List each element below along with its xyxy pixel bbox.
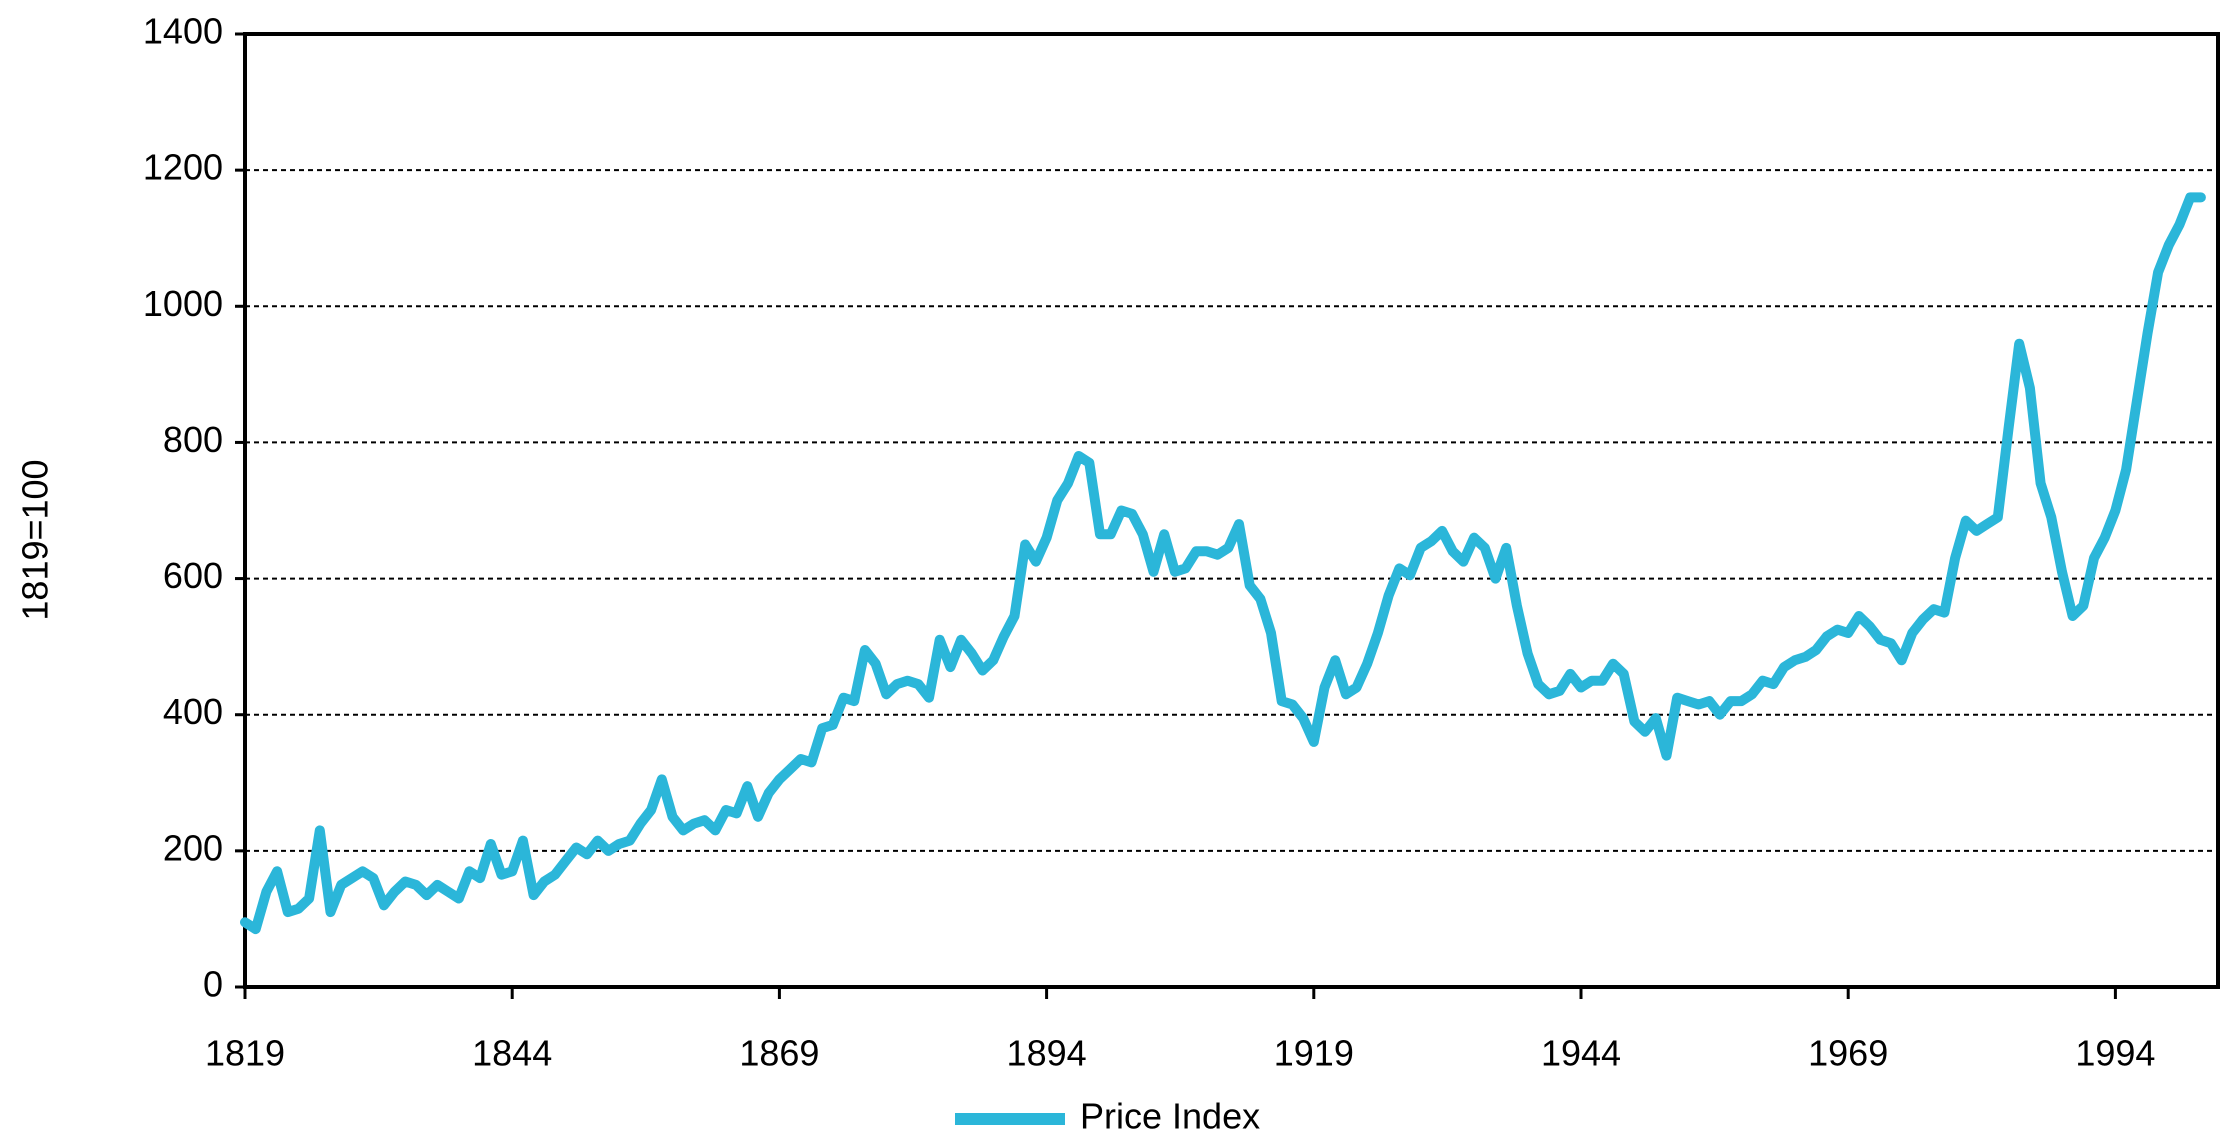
legend-label: Price Index [1080, 1096, 1260, 1137]
x-tick-label: 1819 [205, 1033, 285, 1074]
x-tick-label: 1994 [2075, 1033, 2155, 1074]
y-tick-label: 800 [163, 419, 223, 460]
y-tick-label: 600 [163, 555, 223, 596]
y-tick-label: 200 [163, 827, 223, 868]
x-tick-label: 1944 [1541, 1033, 1621, 1074]
x-tick-label: 1894 [1007, 1033, 1087, 1074]
y-tick-label: 1200 [143, 147, 223, 188]
y-tick-label: 1400 [143, 11, 223, 52]
y-axis-title: 1819=100 [15, 459, 56, 620]
price-line [240, 192, 2206, 935]
x-tick-label: 1869 [739, 1033, 819, 1074]
x-tick-label: 1844 [472, 1033, 552, 1074]
plot-frame [243, 32, 2220, 989]
x-tick-label: 1969 [1808, 1033, 1888, 1074]
y-tick-label: 0 [203, 964, 223, 1005]
y-tick-label: 1000 [143, 283, 223, 324]
x-tick-label: 1919 [1274, 1033, 1354, 1074]
y-tick-label: 400 [163, 691, 223, 732]
